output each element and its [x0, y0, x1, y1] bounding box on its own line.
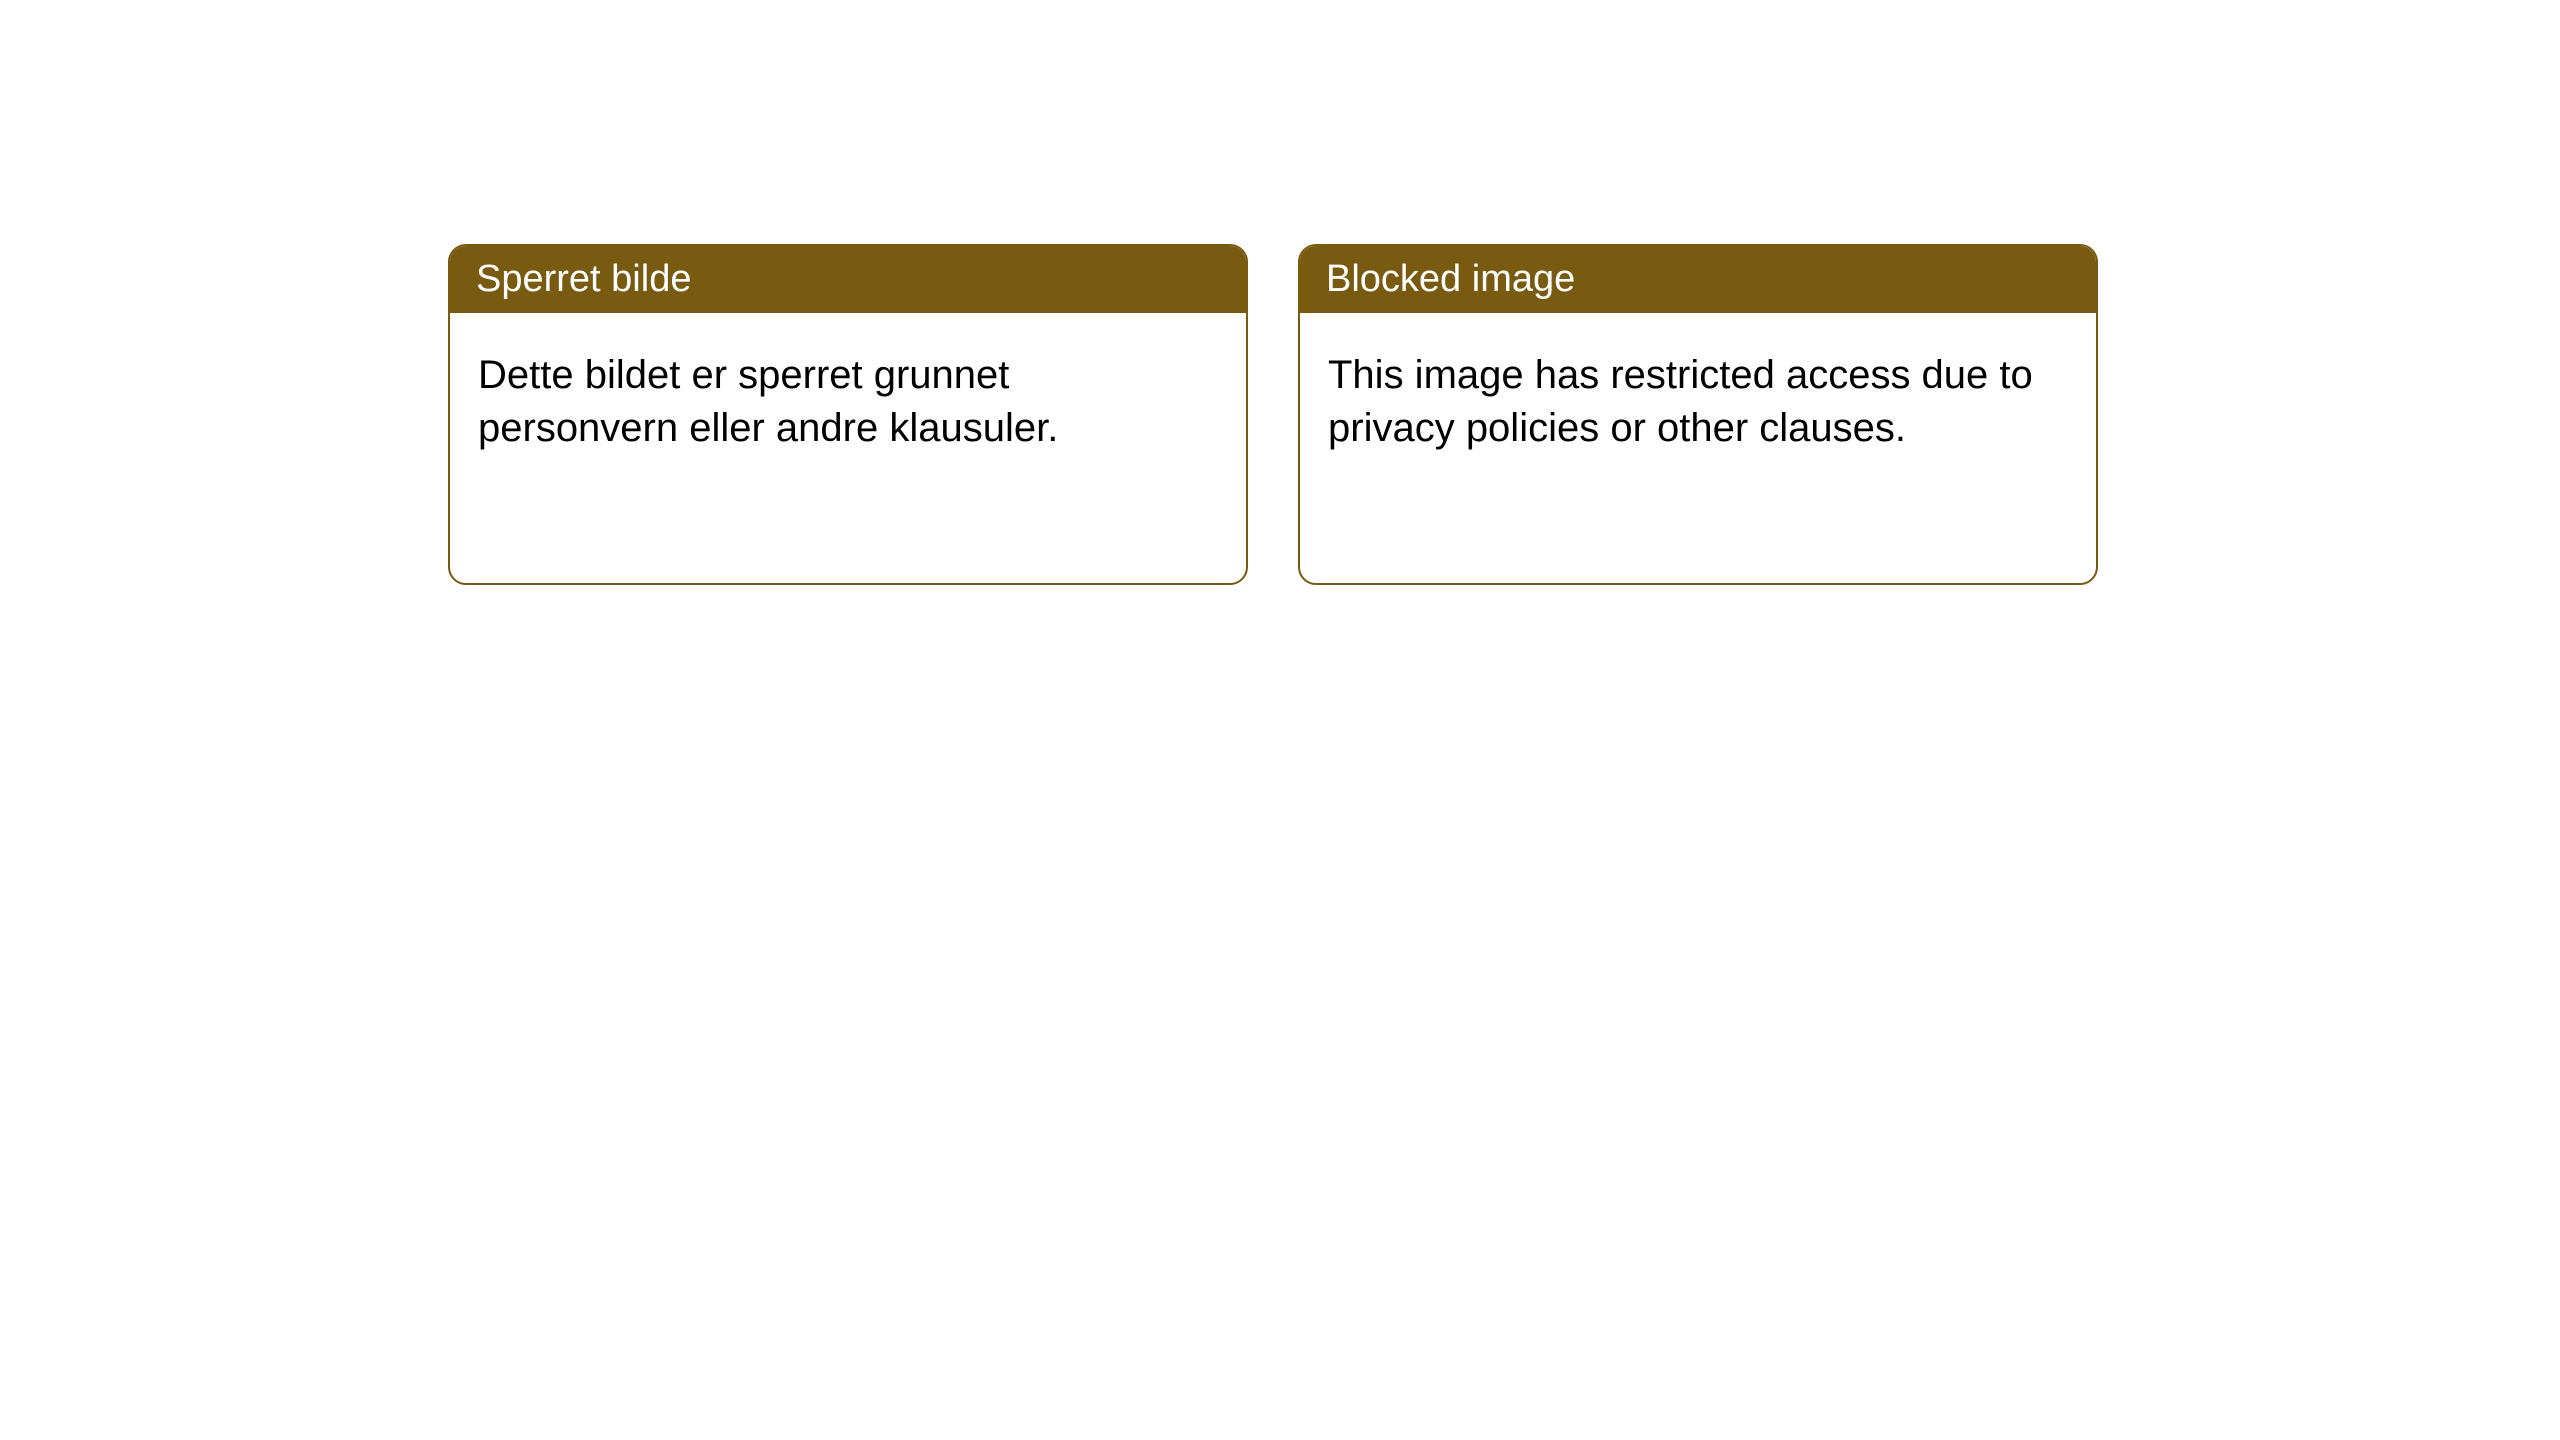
- card-body-no: Dette bildet er sperret grunnet personve…: [450, 313, 1246, 583]
- card-title-en: Blocked image: [1326, 258, 1575, 300]
- card-message-no: Dette bildet er sperret grunnet personve…: [478, 353, 1058, 450]
- card-header-no: Sperret bilde: [450, 246, 1246, 313]
- card-body-en: This image has restricted access due to …: [1300, 313, 2096, 583]
- card-header-en: Blocked image: [1300, 246, 2096, 313]
- blocked-image-card-no: Sperret bilde Dette bildet er sperret gr…: [448, 244, 1248, 585]
- cards-container: Sperret bilde Dette bildet er sperret gr…: [0, 0, 2560, 585]
- card-message-en: This image has restricted access due to …: [1328, 353, 2033, 450]
- blocked-image-card-en: Blocked image This image has restricted …: [1298, 244, 2098, 585]
- card-title-no: Sperret bilde: [476, 258, 691, 300]
